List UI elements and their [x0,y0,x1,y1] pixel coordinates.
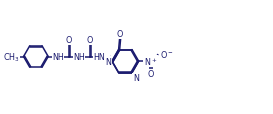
Text: O: O [117,30,123,39]
Text: N$^+$: N$^+$ [144,56,157,67]
Text: O: O [87,36,93,45]
Text: N: N [105,57,111,66]
Text: CH$_3$: CH$_3$ [2,51,19,63]
Text: NH: NH [73,53,85,61]
Text: N: N [133,73,139,82]
Text: O$^-$: O$^-$ [160,49,174,60]
Text: O: O [66,36,72,45]
Text: NH: NH [52,53,64,61]
Text: O: O [147,70,154,79]
Text: HN: HN [94,53,105,61]
